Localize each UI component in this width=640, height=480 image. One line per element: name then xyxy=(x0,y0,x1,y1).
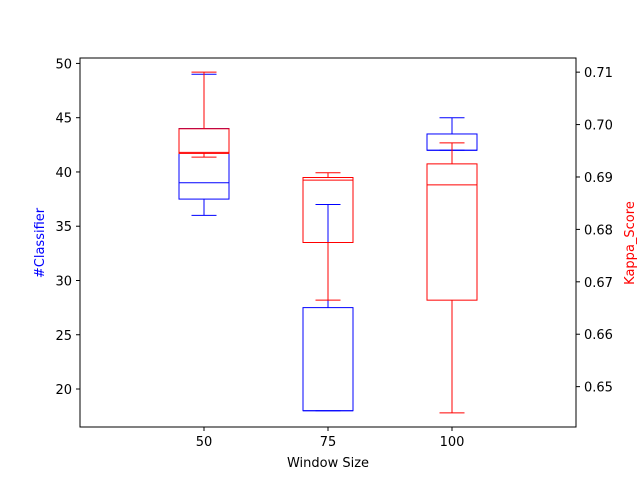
kappa-iqr-box xyxy=(302,177,354,243)
right-y-axis-ticks: 0.65 0.66 0.67 0.68 0.69 0.70 0.71 xyxy=(576,66,613,396)
right-y-tick-label: 0.66 xyxy=(584,328,613,343)
left-y-tick-label: 25 xyxy=(55,329,72,344)
left-y-tick-label: 50 xyxy=(55,57,72,72)
kappa-iqr-box xyxy=(426,163,478,301)
left-y-tick-label: 35 xyxy=(55,220,72,235)
left-y-axis-ticks: 20 25 30 35 40 45 50 xyxy=(55,57,80,398)
right-y-axis-label: Kappa_Score xyxy=(623,201,638,285)
x-tick-label: 75 xyxy=(320,435,337,450)
left-y-tick-label: 45 xyxy=(55,112,72,127)
right-y-tick-label: 0.65 xyxy=(584,381,613,396)
kappa-box-75 xyxy=(302,172,354,301)
left-y-tick-label: 40 xyxy=(55,166,72,181)
kappa-box-100 xyxy=(426,142,478,414)
right-y-tick-label: 0.67 xyxy=(584,276,613,291)
classifier-iqr-box xyxy=(302,307,354,412)
classifier-box-75 xyxy=(302,204,354,412)
kappa-iqr-box xyxy=(178,128,230,154)
x-tick-label: 50 xyxy=(196,435,213,450)
right-y-tick-label: 0.69 xyxy=(584,171,613,186)
right-y-tick-label: 0.71 xyxy=(584,66,613,81)
x-axis-label: Window Size xyxy=(287,456,369,471)
left-y-tick-label: 20 xyxy=(55,383,72,398)
classifier-iqr-box xyxy=(178,128,230,200)
x-axis-ticks: 50 75 100 xyxy=(196,427,465,450)
x-tick-label: 100 xyxy=(440,435,465,450)
left-y-axis-label: #Classifier xyxy=(33,207,48,278)
right-y-tick-label: 0.70 xyxy=(584,119,613,134)
left-y-tick-label: 30 xyxy=(55,274,72,289)
right-y-tick-label: 0.68 xyxy=(584,223,613,238)
boxes-layer xyxy=(178,71,478,414)
kappa-box-50 xyxy=(178,71,230,158)
